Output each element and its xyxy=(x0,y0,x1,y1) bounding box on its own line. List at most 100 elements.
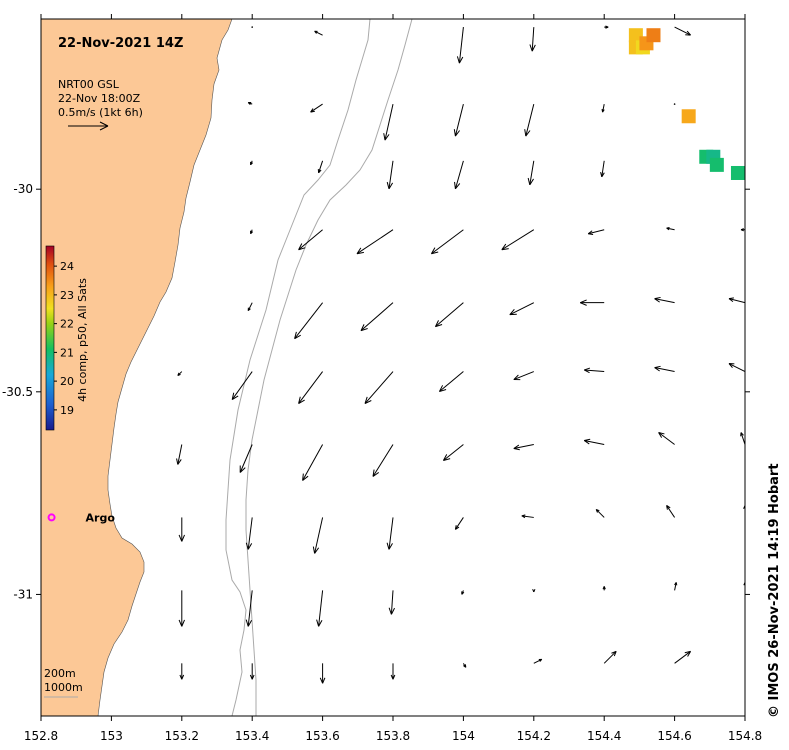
current-vector xyxy=(239,444,253,473)
legend-scale: 0.5m/s (1kt 6h) xyxy=(58,106,143,119)
current-vector xyxy=(583,367,605,374)
current-vector xyxy=(456,27,464,64)
colorbar-tick-label: 20 xyxy=(60,375,74,388)
argo-label: Argo xyxy=(86,511,116,524)
current-vector xyxy=(513,444,534,451)
x-tick-label: 154 xyxy=(452,729,475,743)
sst-pixel xyxy=(681,109,696,124)
current-vector xyxy=(317,160,324,174)
current-vector xyxy=(454,517,464,530)
current-vector xyxy=(728,363,745,372)
legend-time: 22-Nov 18:00Z xyxy=(58,92,141,105)
current-vector xyxy=(587,229,605,235)
current-vector xyxy=(245,517,253,550)
argo-float-marker[interactable] xyxy=(47,513,56,522)
current-vector xyxy=(462,663,467,668)
current-vector xyxy=(319,663,326,684)
colorbar-tick-label: 21 xyxy=(60,346,74,359)
x-tick-label: 152.8 xyxy=(24,729,58,743)
current-vector xyxy=(595,508,605,518)
sst-pixel xyxy=(628,28,643,43)
current-vector xyxy=(728,297,745,304)
current-vector xyxy=(438,371,464,393)
current-vector xyxy=(298,371,324,404)
sst-pixel xyxy=(730,165,745,180)
current-vector xyxy=(674,582,678,591)
legend-product: NRT00 GSL xyxy=(58,78,120,91)
current-vector xyxy=(740,228,745,232)
current-vector xyxy=(383,103,394,141)
current-vector xyxy=(316,590,324,627)
y-tick-label: -31 xyxy=(13,587,33,601)
current-vector xyxy=(312,517,324,554)
x-tick-label: 153.2 xyxy=(165,729,199,743)
current-vector xyxy=(454,160,464,190)
x-tick-label: 154.8 xyxy=(728,729,762,743)
x-tick-label: 153 xyxy=(100,729,123,743)
current-vector xyxy=(250,229,254,235)
current-vector xyxy=(521,514,534,519)
current-vector xyxy=(674,650,692,664)
sst-pixels xyxy=(628,28,745,180)
current-vector xyxy=(364,371,394,405)
credit-text: © IMOS 26-Nov-2021 14:19 Hobart xyxy=(767,463,782,718)
colorbar-tick-label: 19 xyxy=(60,404,74,417)
current-vector xyxy=(372,444,394,477)
current-vector xyxy=(501,229,535,251)
current-vector xyxy=(178,590,185,627)
current-vector xyxy=(176,444,183,465)
x-tick-label: 153.4 xyxy=(235,729,269,743)
colorbar-scale xyxy=(45,245,55,431)
current-vector xyxy=(356,229,394,255)
current-vectors xyxy=(176,25,745,684)
current-vector xyxy=(529,27,536,52)
current-vector xyxy=(386,517,394,550)
colorbar-tick-label: 23 xyxy=(60,289,74,302)
current-vector xyxy=(390,663,396,680)
current-vector xyxy=(247,302,253,312)
isobath-label-1000m: 1000m xyxy=(44,681,83,694)
current-vector xyxy=(178,517,185,542)
colorbar-tick-label: 22 xyxy=(60,318,74,331)
current-vector xyxy=(603,650,617,664)
current-vector xyxy=(179,663,185,680)
current-vector xyxy=(314,30,323,36)
isobath-label-200m: 200m xyxy=(44,667,76,680)
current-vector xyxy=(250,160,254,166)
current-vector xyxy=(533,658,543,664)
current-vector xyxy=(666,505,676,518)
colorbar-tick-label: 24 xyxy=(60,260,74,273)
current-vector xyxy=(524,103,535,137)
current-vector xyxy=(601,104,605,113)
current-vector xyxy=(251,26,253,28)
current-vector xyxy=(360,302,394,332)
colorbar: 24 23 22 21 20 19 4h comp, p50, All Sats xyxy=(45,245,89,431)
current-vector xyxy=(600,160,605,178)
current-vector xyxy=(740,432,745,445)
current-vector xyxy=(434,302,464,328)
sst-pixel xyxy=(646,28,661,43)
isobath-200m xyxy=(225,19,371,716)
x-tick-label: 154.4 xyxy=(587,729,621,743)
current-vector xyxy=(674,26,691,36)
current-vector xyxy=(654,365,675,373)
current-vector xyxy=(177,371,183,377)
current-vector xyxy=(245,590,253,627)
x-tick-label: 154.2 xyxy=(517,729,551,743)
current-vector xyxy=(453,103,464,137)
x-tick-label: 153.8 xyxy=(376,729,410,743)
current-vector xyxy=(231,371,253,400)
current-vector xyxy=(386,160,394,190)
current-vector xyxy=(602,586,606,591)
axes: 152.8 153 153.2 153.4 153.6 153.8 154 154.2 154.… xyxy=(2,14,762,743)
x-tick-label: 154.6 xyxy=(657,729,691,743)
y-tick-label: -30.5 xyxy=(2,385,33,399)
current-vector xyxy=(513,371,534,381)
current-vector xyxy=(527,160,535,186)
scale-arrow xyxy=(68,121,109,131)
current-vector xyxy=(249,663,255,680)
isobath-1000m xyxy=(245,19,413,716)
y-tick-label: -30 xyxy=(13,182,33,196)
current-vector xyxy=(302,444,324,481)
